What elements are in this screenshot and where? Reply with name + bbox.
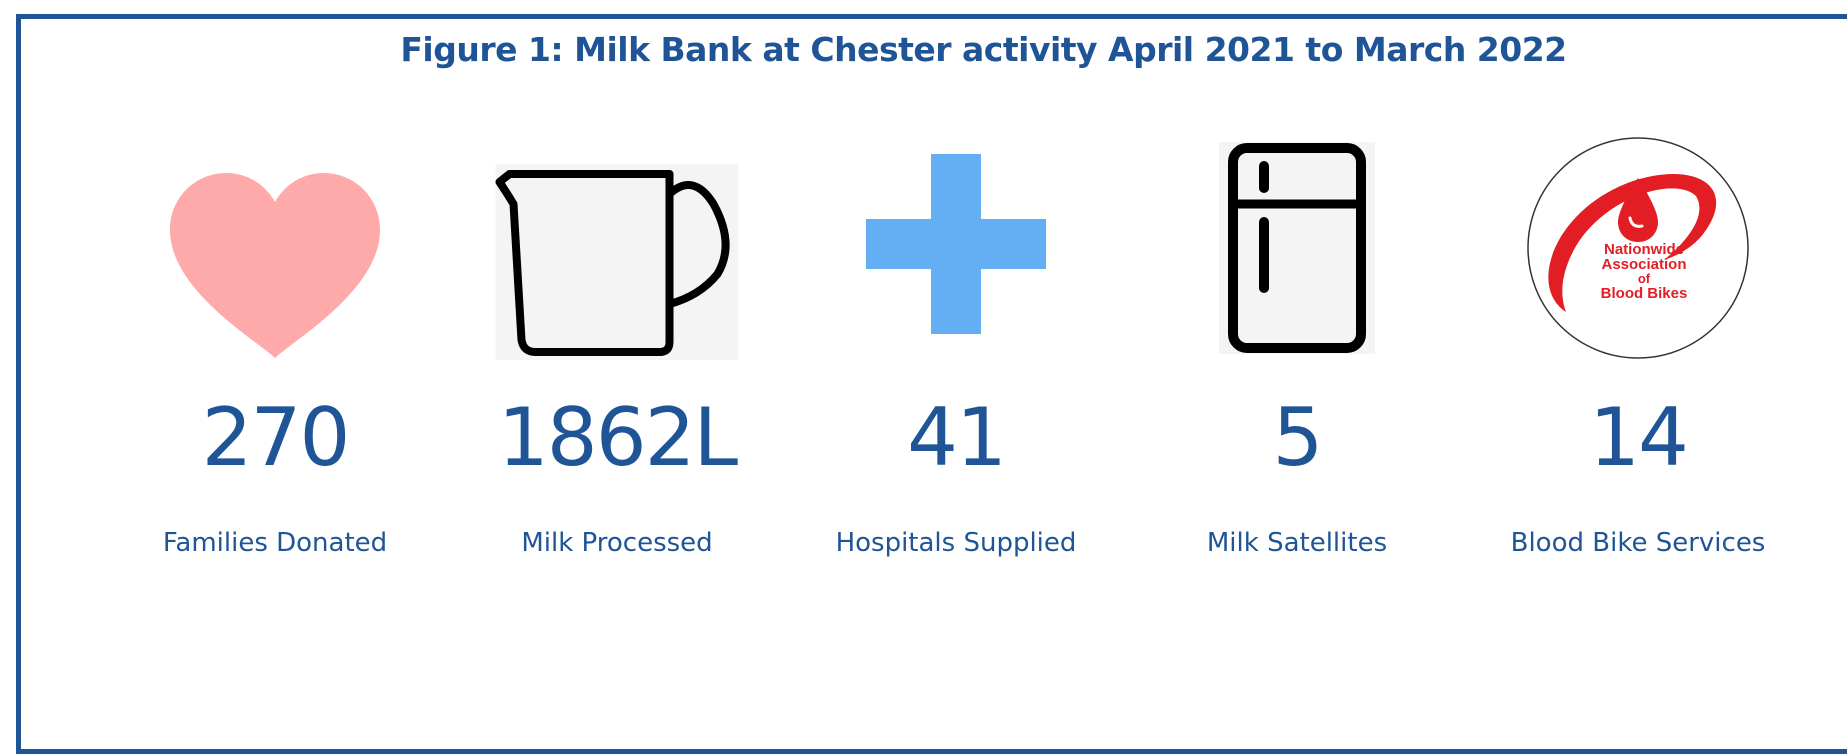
stat-value: 14	[1589, 391, 1689, 484]
stat-milk-satellites: 5 Milk Satellites	[1117, 130, 1477, 590]
plus-icon	[866, 154, 1046, 334]
fridge-icon	[1219, 142, 1375, 354]
stat-value: 270	[201, 391, 351, 484]
logo-line-1: Nationwide	[1604, 241, 1684, 258]
stat-label: Families Donated	[162, 528, 388, 558]
stat-value: 1862L	[497, 391, 738, 484]
stat-label: Blood Bike Services	[1510, 528, 1766, 558]
heart-icon	[164, 168, 386, 364]
stat-value: 41	[907, 391, 1007, 484]
blood-bikes-logo: Nationwide Association of Blood Bikes	[1526, 136, 1750, 360]
stat-label: Hospitals Supplied	[835, 528, 1077, 558]
stat-hospitals-supplied: 41 Hospitals Supplied	[776, 130, 1136, 590]
logo-line-4: Blood Bikes	[1601, 285, 1688, 302]
stat-label: Milk Processed	[521, 528, 713, 558]
stat-milk-processed: 1862L Milk Processed	[437, 130, 797, 590]
stat-value: 5	[1272, 391, 1324, 484]
jug-icon	[495, 164, 739, 360]
stat-families-donated: 270 Families Donated	[95, 130, 455, 590]
logo-line-3: of	[1638, 271, 1651, 286]
stat-label: Milk Satellites	[1206, 528, 1388, 558]
figure-title: Figure 1: Milk Bank at Chester activity …	[400, 30, 1567, 69]
stat-blood-bike-services: Nationwide Association of Blood Bikes 14…	[1458, 130, 1818, 590]
logo-line-2: Association	[1601, 256, 1686, 273]
